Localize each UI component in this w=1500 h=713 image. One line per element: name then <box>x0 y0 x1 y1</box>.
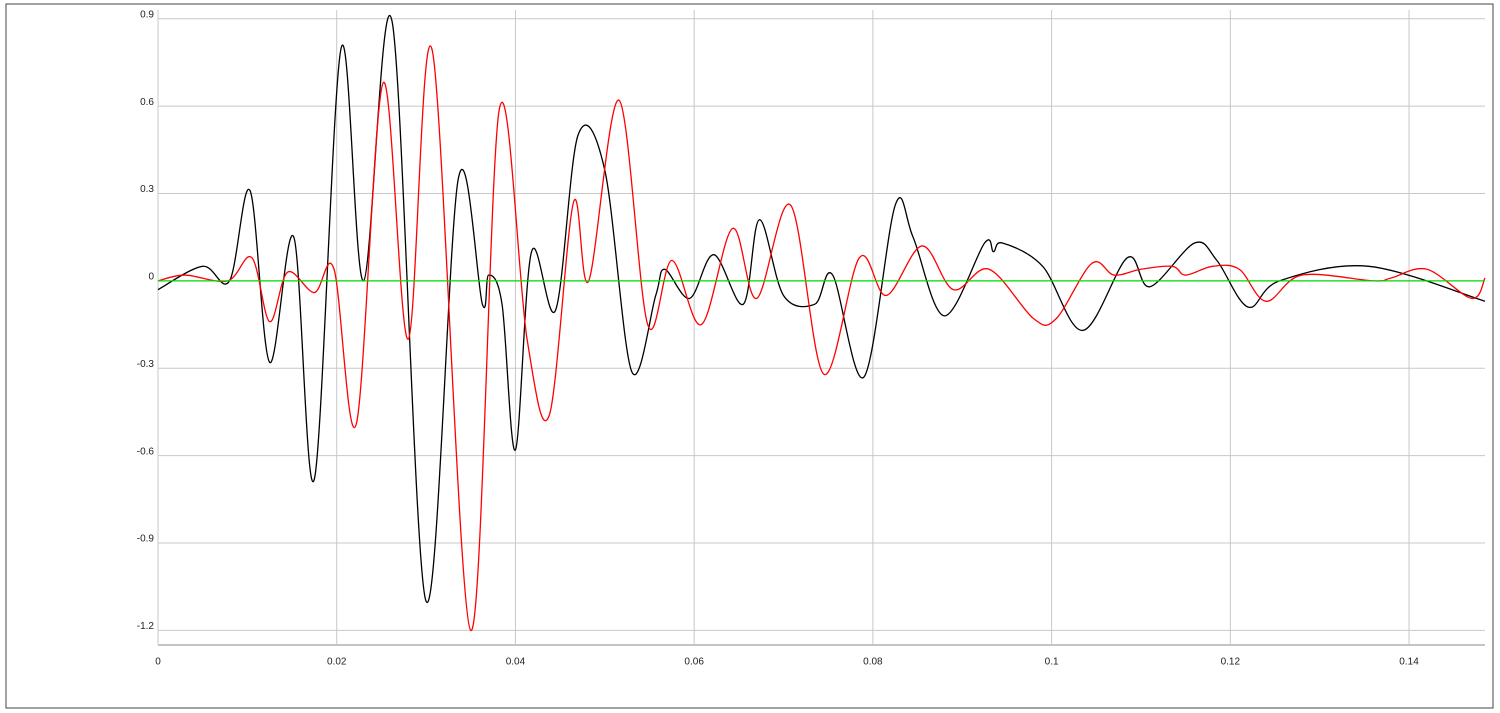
y-tick-label: 0.3 <box>140 184 154 195</box>
y-tick-label: 0.9 <box>140 9 154 20</box>
y-tick-label: -0.9 <box>137 534 155 545</box>
y-tick-label: -0.3 <box>137 359 155 370</box>
x-tick-label: 0.12 <box>1221 657 1241 668</box>
x-tick-label: 0 <box>155 657 161 668</box>
y-tick-label: 0.6 <box>140 97 154 108</box>
series-line <box>157 45 1486 632</box>
x-tick-label: 0.02 <box>327 657 347 668</box>
series-line <box>157 15 1486 603</box>
y-tick-label: -0.6 <box>137 446 155 457</box>
x-tick-label: 0.14 <box>1399 657 1419 668</box>
frame <box>5 3 1494 709</box>
y-tick-label: 0 <box>148 272 154 283</box>
x-tick-label: 0.06 <box>684 657 704 668</box>
x-tick-label: 0.04 <box>506 657 526 668</box>
x-tick-label: 0.08 <box>863 657 883 668</box>
x-tick-label: 0.1 <box>1045 657 1059 668</box>
y-tick-label: -1.2 <box>137 621 155 632</box>
